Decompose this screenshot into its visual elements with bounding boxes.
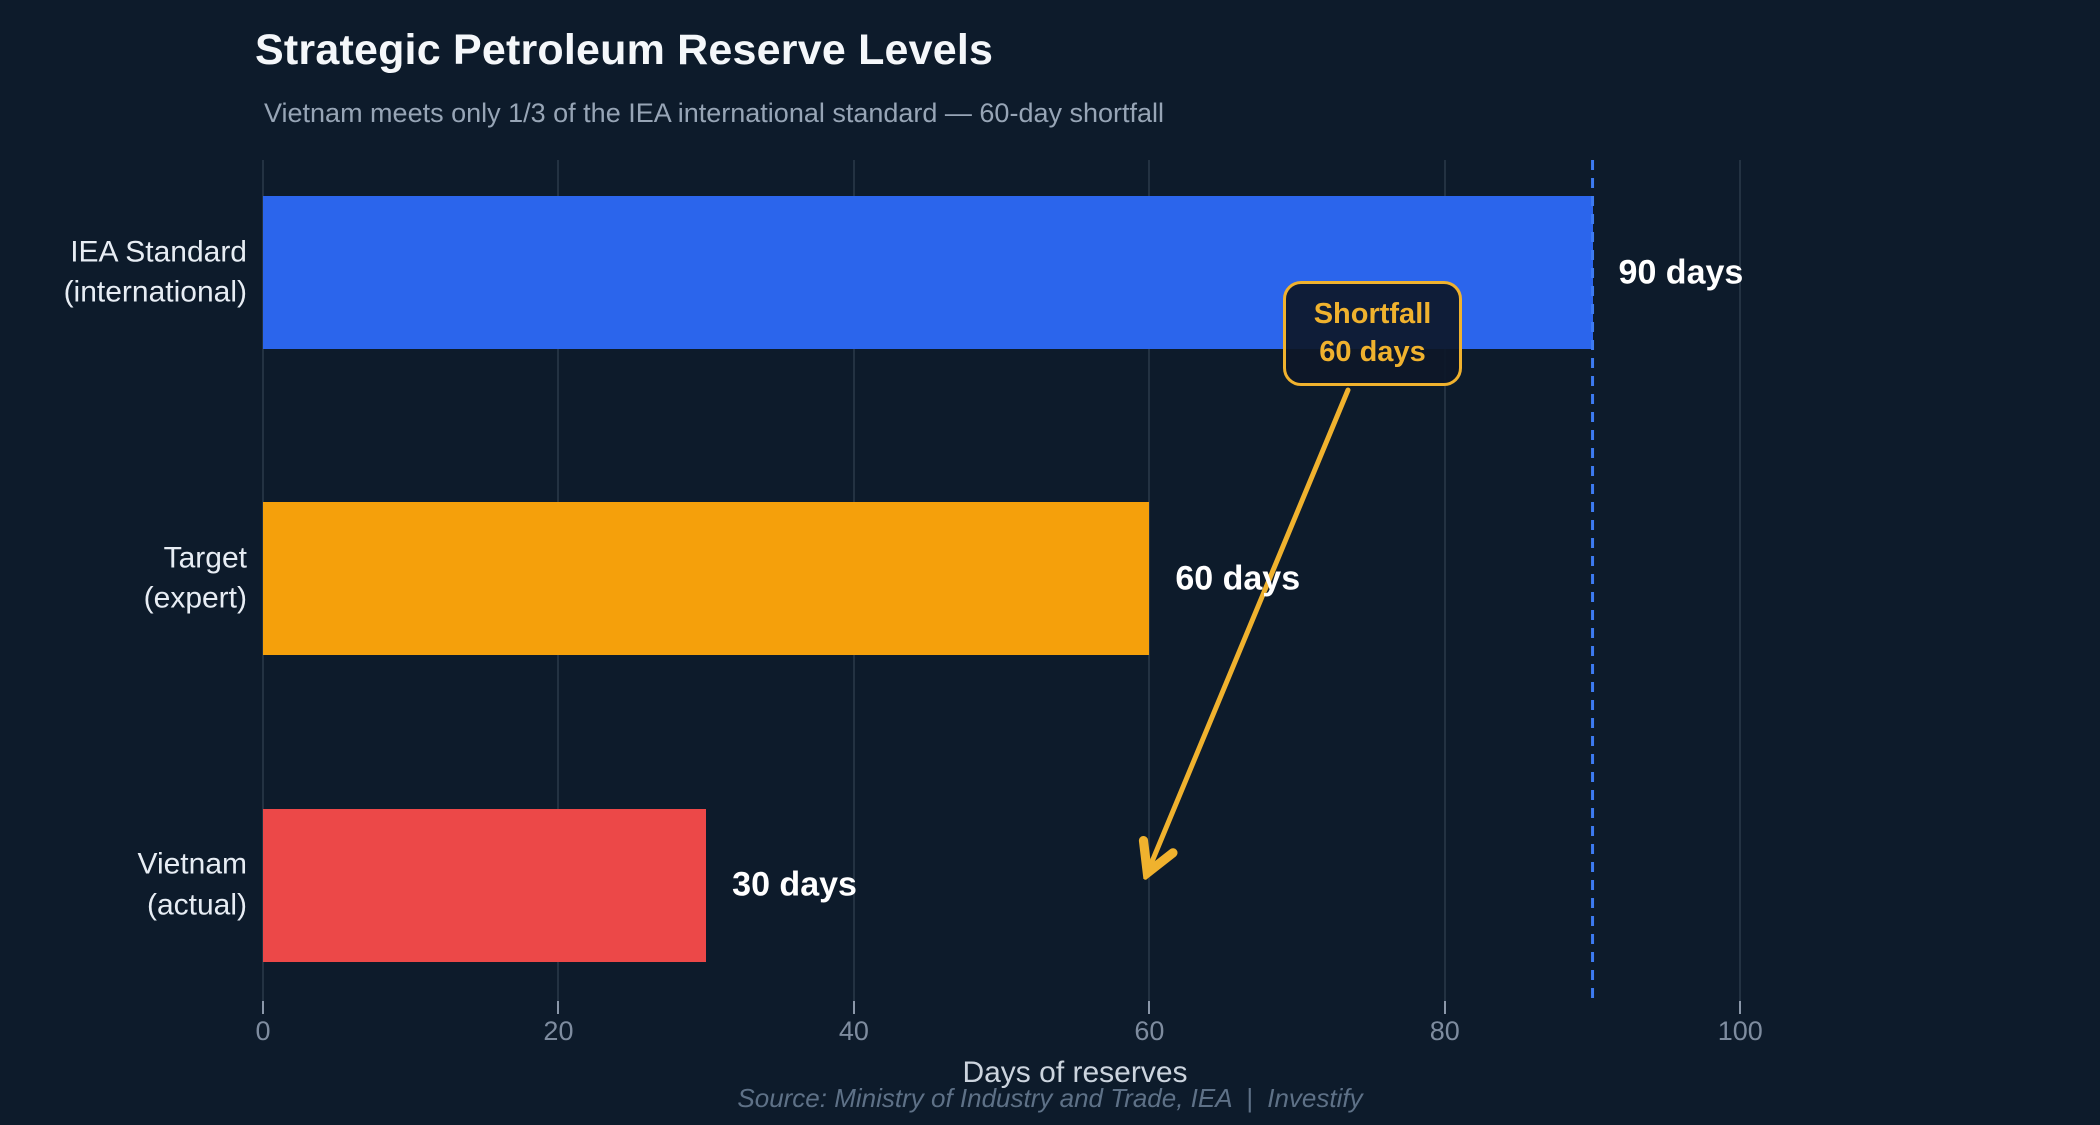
axis-tick-label: 60	[1134, 1016, 1165, 1046]
axis-tick-label: 40	[838, 1016, 869, 1046]
axis-tick	[852, 1001, 855, 1014]
axis-tick-label: 20	[543, 1016, 574, 1046]
source-footer: Source: Ministry of Industry and Trade, …	[737, 1083, 1363, 1113]
axis-tick-label: 0	[255, 1016, 271, 1046]
x-axis-title: Days of reserves	[962, 1056, 1188, 1089]
bar-target	[263, 502, 1150, 655]
axis-tick-label: 80	[1429, 1016, 1460, 1046]
category-label-target: Target (expert)	[143, 541, 247, 615]
gridline	[1739, 160, 1742, 1001]
value-label-target: 60 days	[1175, 559, 1301, 597]
annotation-line: 60 days	[1319, 335, 1426, 368]
annotation-line: Shortfall	[1313, 297, 1432, 330]
chart-title: Strategic Petroleum Reserve Levels	[255, 26, 994, 74]
axis-tick	[557, 1001, 560, 1014]
bar-vietnam	[263, 808, 707, 962]
chart-subtitle: Vietnam meets only 1/3 of the IEA intern…	[264, 98, 1165, 128]
category-label-vietnam: Vietnam (actual)	[137, 847, 247, 922]
value-label-vietnam: 30 days	[732, 865, 857, 904]
gridline	[1443, 160, 1446, 1001]
plot-area	[262, 160, 1888, 1001]
category-label-iea-standard: IEA Standard (international)	[63, 235, 247, 309]
axis-tick	[262, 1001, 264, 1014]
axis-tick	[1443, 1001, 1446, 1014]
axis-tick-label: 100	[1717, 1016, 1763, 1046]
shortfall-annotation-box: Shortfall 60 days	[1283, 281, 1462, 386]
axis-tick	[1148, 1001, 1151, 1014]
value-label-iea-standard: 90 days	[1618, 253, 1744, 291]
axis-tick	[1739, 1001, 1742, 1014]
